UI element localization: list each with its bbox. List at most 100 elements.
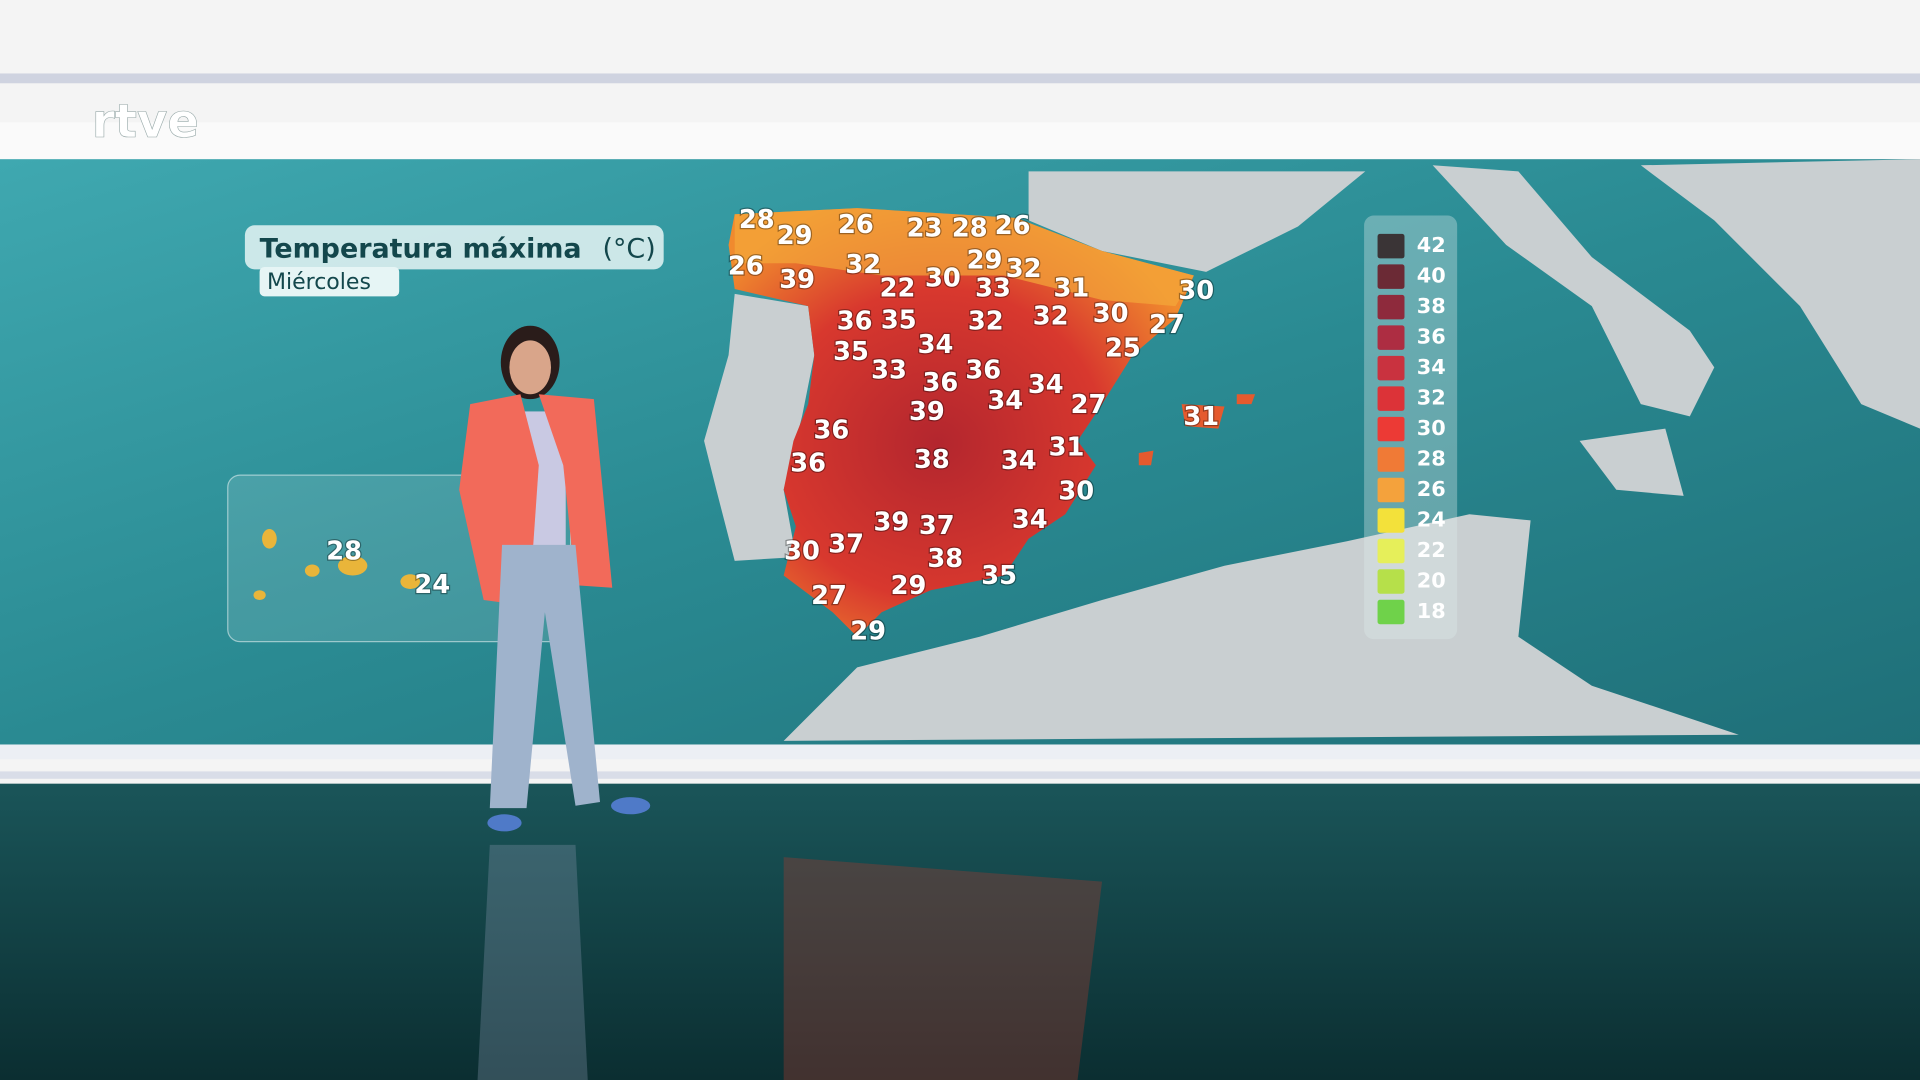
temperature-label: 30 xyxy=(784,537,820,567)
legend-label: 36 xyxy=(1417,325,1446,349)
legend-label: 34 xyxy=(1417,355,1446,379)
map-unit: (°C) xyxy=(602,233,655,264)
legend-label: 18 xyxy=(1417,599,1446,623)
temperature-label: 34 xyxy=(1012,505,1048,535)
canary-islands xyxy=(253,528,420,600)
legend-label: 22 xyxy=(1417,538,1446,562)
north-africa xyxy=(783,514,1739,741)
legend-label: 28 xyxy=(1417,447,1446,471)
temperature-label: 31 xyxy=(1054,273,1090,303)
temperature-label: 28 xyxy=(952,213,988,243)
sicily xyxy=(1579,428,1684,496)
france xyxy=(1028,171,1366,272)
rtve-logo: rtve xyxy=(92,94,199,148)
legend-label: 24 xyxy=(1417,508,1446,532)
temperature-label: 29 xyxy=(967,245,1003,275)
temperature-label: 30 xyxy=(925,264,961,294)
title-box xyxy=(244,225,664,270)
temperature-label: 34 xyxy=(918,330,954,360)
temperature-label: 26 xyxy=(838,210,874,240)
temperature-label: 38 xyxy=(927,544,963,574)
spain-heatmap xyxy=(728,208,1194,637)
map-title: Temperatura máxima xyxy=(260,233,582,264)
italy xyxy=(1432,165,1715,417)
temperature-label: 28 xyxy=(326,537,362,567)
legend-swatch xyxy=(1377,447,1405,472)
north-coast-warm xyxy=(734,208,1194,307)
temperature-label: 36 xyxy=(790,449,826,479)
temperature-label: 35 xyxy=(981,561,1017,591)
temperature-label: 27 xyxy=(1149,310,1185,340)
presenter xyxy=(459,325,651,1080)
legend-swatch xyxy=(1377,233,1405,259)
legend-swatch xyxy=(1377,538,1405,564)
portugal xyxy=(704,293,815,561)
temperature-label: 27 xyxy=(1071,390,1107,420)
temperature-label: 38 xyxy=(914,445,950,475)
temperature-label: 32 xyxy=(1033,302,1069,332)
menorca xyxy=(1236,394,1256,405)
day-box xyxy=(259,266,400,297)
temperature-label: 35 xyxy=(881,305,917,335)
temperature-label: 33 xyxy=(975,273,1011,303)
legend-swatch xyxy=(1377,386,1405,411)
temperature-label: 23 xyxy=(907,213,943,243)
reflective-floor xyxy=(0,783,1920,1080)
temperature-label: 36 xyxy=(965,356,1001,386)
legend-swatch xyxy=(1377,264,1405,289)
legend-swatch xyxy=(1377,569,1405,594)
temperature-label: 39 xyxy=(874,507,910,537)
legend-label: 26 xyxy=(1417,477,1446,501)
temperature-label: 34 xyxy=(1028,370,1064,400)
ceiling-light xyxy=(0,122,1920,160)
temperature-label: 26 xyxy=(728,251,764,281)
temperature-label: 35 xyxy=(833,337,869,367)
temperature-label: 30 xyxy=(1058,477,1094,507)
legend-swatch xyxy=(1377,599,1405,625)
temperature-label: 29 xyxy=(777,221,813,251)
legend-label: 30 xyxy=(1417,416,1446,440)
temperature-label: 34 xyxy=(987,386,1023,416)
temperature-label: 33 xyxy=(871,356,907,386)
temperature-label: 25 xyxy=(1105,333,1141,363)
legend-swatch xyxy=(1377,294,1405,320)
temperature-label: 30 xyxy=(1178,276,1214,306)
temperature-label: 22 xyxy=(880,273,916,303)
legend-label: 32 xyxy=(1417,386,1446,410)
temperature-label: 29 xyxy=(850,616,886,646)
legend-box xyxy=(1364,215,1458,640)
balkans xyxy=(1640,159,1920,429)
temperature-label: 39 xyxy=(909,397,945,427)
legend-label: 20 xyxy=(1417,569,1446,593)
temperature-label: 36 xyxy=(814,416,850,446)
temperature-label: 27 xyxy=(811,581,847,611)
mallorca xyxy=(1181,404,1225,429)
ibiza xyxy=(1138,450,1154,466)
temperature-label: 39 xyxy=(779,265,815,295)
temperature-label: 36 xyxy=(837,307,873,337)
map-reflection xyxy=(783,857,1103,1080)
temperature-label: 32 xyxy=(1006,254,1042,284)
temperature-label: 28 xyxy=(739,205,775,235)
temperature-label: 29 xyxy=(891,571,927,601)
temperature-label: 31 xyxy=(1049,433,1085,463)
floor-strip xyxy=(0,771,1920,779)
legend-label: 38 xyxy=(1417,294,1446,318)
legend-swatch xyxy=(1377,508,1405,533)
legend-swatch xyxy=(1377,416,1405,442)
temperature-label: 36 xyxy=(923,368,959,398)
floor-edge xyxy=(0,744,1920,760)
temperature-label: 32 xyxy=(968,307,1004,337)
temperature-label: 24 xyxy=(414,570,450,600)
temperature-label: 34 xyxy=(1001,446,1037,476)
day-label: Miércoles xyxy=(267,270,371,295)
temperature-label: 26 xyxy=(995,211,1031,241)
temperature-label: 37 xyxy=(919,511,955,541)
temperature-label: 30 xyxy=(1093,299,1129,329)
legend-label: 40 xyxy=(1417,264,1446,288)
ceiling-strip xyxy=(0,73,1920,84)
temperature-label: 37 xyxy=(828,529,864,559)
legend-swatch xyxy=(1377,355,1405,381)
legend-swatch xyxy=(1377,325,1405,350)
